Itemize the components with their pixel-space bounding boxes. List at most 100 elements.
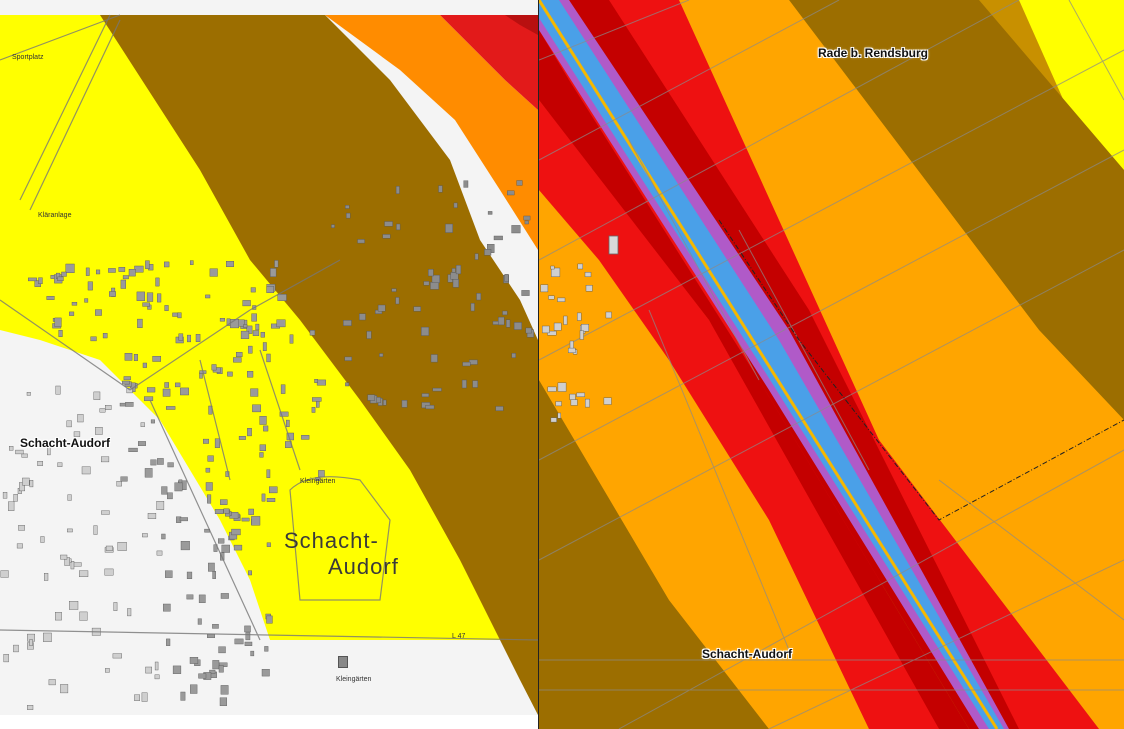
building xyxy=(162,388,171,397)
building-blocks-right xyxy=(540,263,612,423)
building xyxy=(214,509,224,514)
building xyxy=(495,406,504,411)
building xyxy=(384,221,393,227)
building xyxy=(155,277,160,287)
zone-brown-left-right xyxy=(539,380,769,729)
building xyxy=(122,380,130,385)
building xyxy=(331,224,335,229)
building xyxy=(60,684,69,694)
building xyxy=(136,291,145,301)
building xyxy=(553,322,562,331)
building xyxy=(167,492,173,500)
building xyxy=(212,660,220,670)
building xyxy=(470,303,475,312)
zone-red xyxy=(440,15,538,110)
building xyxy=(0,570,9,578)
building-icon xyxy=(338,656,348,668)
building xyxy=(150,419,155,424)
building xyxy=(493,235,503,241)
building xyxy=(100,456,110,463)
building xyxy=(70,561,75,570)
building xyxy=(157,293,162,303)
building xyxy=(260,332,265,338)
building xyxy=(472,380,478,388)
building xyxy=(71,302,78,306)
building xyxy=(226,318,231,326)
building xyxy=(95,309,102,316)
building xyxy=(279,411,289,417)
building xyxy=(187,334,192,343)
building xyxy=(225,261,234,267)
building xyxy=(270,268,277,277)
left-map-panel: Sportplatz Kläranlage Schacht-Audorf Sch… xyxy=(0,0,538,729)
building xyxy=(102,333,108,339)
building xyxy=(513,322,522,330)
building xyxy=(189,260,194,265)
building xyxy=(576,392,585,397)
building xyxy=(164,305,169,311)
panel-divider xyxy=(538,0,539,729)
building xyxy=(277,294,287,301)
building xyxy=(461,379,467,389)
building xyxy=(29,639,33,646)
building xyxy=(421,326,430,336)
building xyxy=(120,279,127,289)
building xyxy=(167,462,174,468)
building xyxy=(206,634,215,638)
building xyxy=(585,398,590,408)
building xyxy=(247,428,252,437)
building xyxy=(54,317,62,327)
building xyxy=(563,315,568,325)
building xyxy=(248,570,253,576)
building xyxy=(57,276,64,281)
building xyxy=(220,499,228,505)
building xyxy=(212,624,219,629)
building xyxy=(301,435,310,440)
building xyxy=(238,436,246,440)
building xyxy=(261,669,270,677)
building xyxy=(134,694,140,701)
building xyxy=(430,281,439,290)
building xyxy=(66,420,72,428)
building xyxy=(117,542,127,551)
building xyxy=(137,441,146,446)
building xyxy=(67,494,72,501)
building xyxy=(144,468,153,478)
building xyxy=(99,408,106,413)
building xyxy=(570,399,578,406)
building xyxy=(142,533,148,538)
building xyxy=(395,186,400,194)
building xyxy=(125,402,134,407)
building xyxy=(22,477,30,486)
building xyxy=(190,684,198,694)
building xyxy=(78,570,89,577)
building xyxy=(603,397,612,405)
building xyxy=(245,632,251,641)
building-blocks xyxy=(0,180,534,710)
building xyxy=(547,386,557,392)
building xyxy=(178,333,184,341)
building xyxy=(550,265,555,270)
zone-darkred xyxy=(505,15,538,35)
building xyxy=(134,265,144,273)
building xyxy=(233,544,243,551)
building xyxy=(521,290,530,296)
building xyxy=(48,679,56,686)
building xyxy=(382,234,391,239)
building xyxy=(401,400,408,408)
building xyxy=(162,603,171,612)
building xyxy=(252,404,261,413)
building xyxy=(462,361,471,367)
building xyxy=(104,668,110,673)
building xyxy=(550,417,557,423)
label-big-audorf: Audorf xyxy=(328,554,399,579)
building xyxy=(26,392,31,396)
building xyxy=(243,324,248,328)
building xyxy=(269,486,278,494)
building xyxy=(205,294,211,299)
building xyxy=(286,419,290,428)
building xyxy=(314,379,318,383)
building xyxy=(37,461,43,466)
building xyxy=(174,382,181,388)
building xyxy=(432,387,442,392)
